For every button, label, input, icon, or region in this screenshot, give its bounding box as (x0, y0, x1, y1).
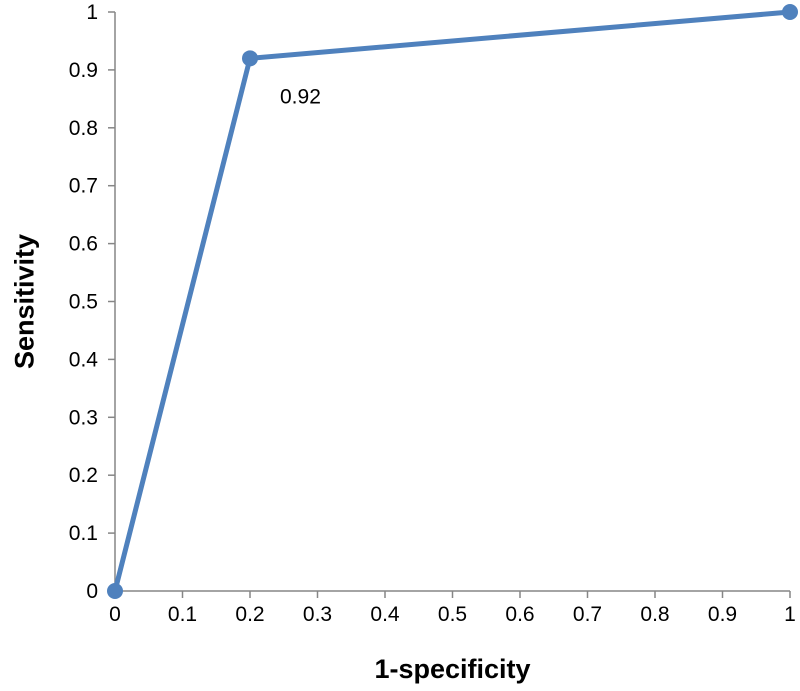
series-layer: 0.92 (107, 4, 798, 599)
data-label: 0.92 (280, 85, 321, 108)
x-tick-label: 0.7 (573, 603, 602, 626)
y-tick-label: 0.1 (69, 522, 98, 545)
data-point (107, 583, 123, 599)
y-tick-label: 0.2 (69, 464, 98, 487)
x-tick-label: 0.4 (370, 603, 400, 626)
y-tick-label: 0 (86, 580, 98, 603)
x-tick-label: 1 (784, 603, 796, 626)
x-tick-label: 0.5 (438, 603, 467, 626)
y-tick-label: 0.7 (69, 175, 98, 198)
y-axis-title: Sensitivity (9, 234, 39, 369)
y-tick-label: 0.6 (69, 233, 98, 256)
x-tick-label: 0.1 (168, 603, 197, 626)
x-tick-label: 0.9 (708, 603, 737, 626)
y-tick-label: 0.4 (69, 348, 99, 371)
y-tick-label: 0.5 (69, 291, 98, 314)
y-tick-label: 0.3 (69, 406, 98, 429)
axes (108, 11, 791, 598)
x-tick-label: 0.2 (235, 603, 264, 626)
x-axis-title: 1-specificity (374, 654, 530, 684)
x-tick-label: 0.3 (303, 603, 332, 626)
data-point (242, 50, 258, 67)
y-tick-label: 0.9 (69, 59, 98, 82)
data-point (782, 4, 798, 20)
y-tick-label: 0.8 (69, 117, 98, 140)
x-tick-label: 0 (109, 603, 121, 626)
tick-labels: 0 0.1 0.2 0.3 0.4 0.5 0.6 0.7 0.8 0.9 1 0 0.1 0.2 0.3 0… (69, 1, 796, 626)
x-tick-label: 0.8 (640, 603, 669, 626)
y-tick-label: 1 (86, 1, 98, 24)
series-line (112, 9, 793, 594)
x-tick-label: 0.6 (505, 603, 534, 626)
